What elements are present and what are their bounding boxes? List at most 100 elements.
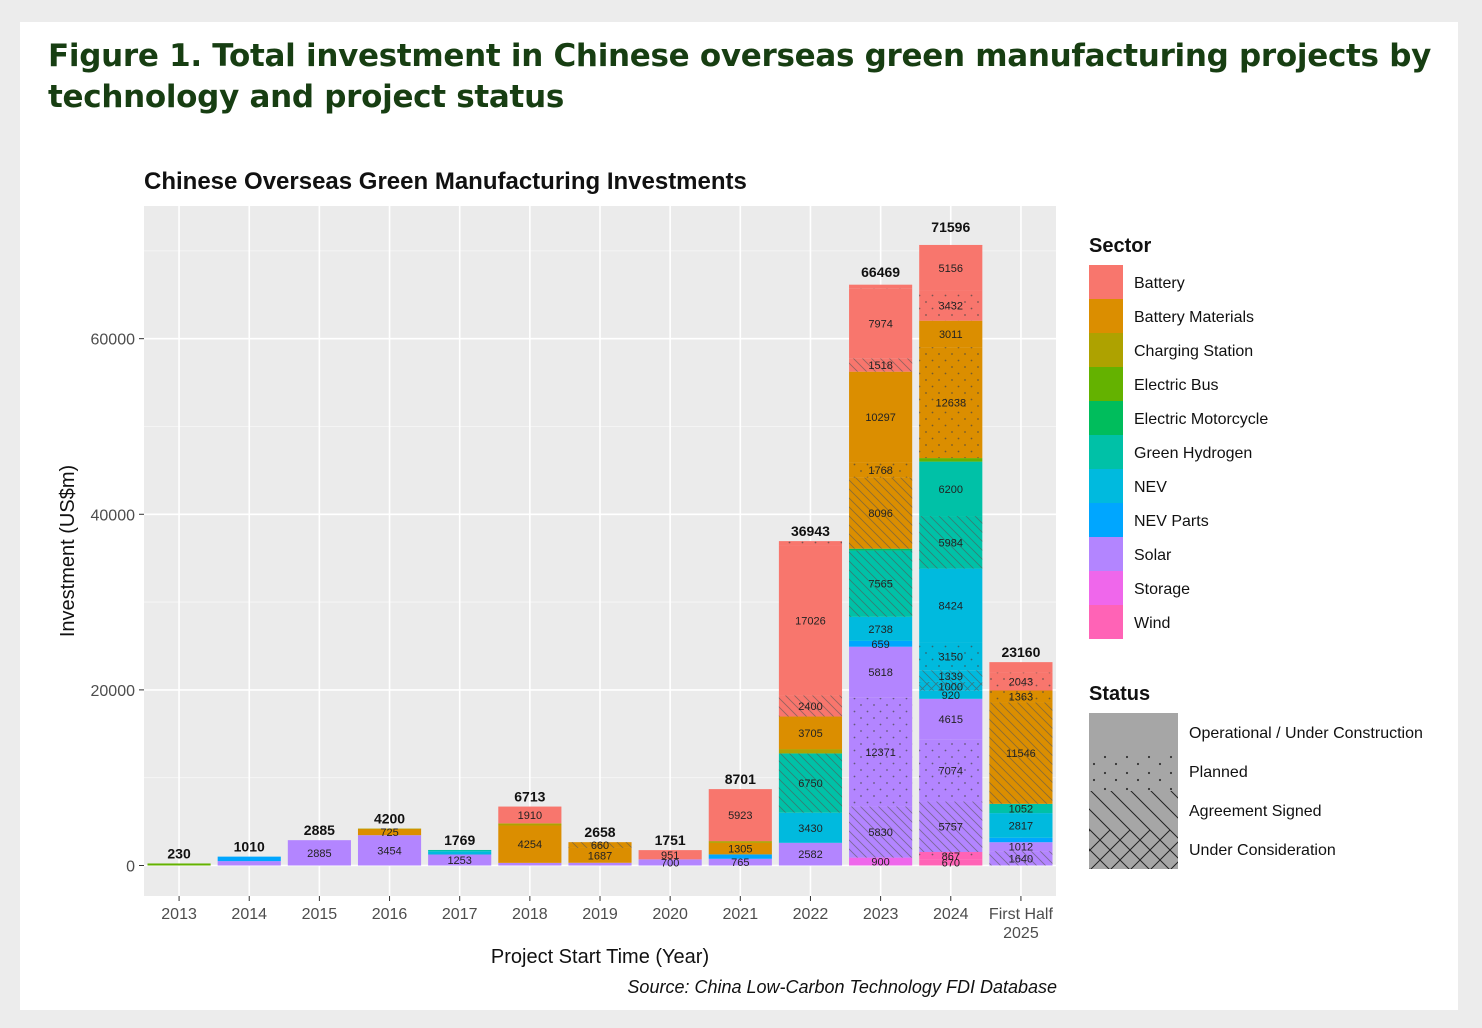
bar-segment-nev-parts xyxy=(217,856,281,862)
segment-label: 1253 xyxy=(447,855,471,867)
legend-key-battery-materials xyxy=(1089,299,1123,333)
bar-total-label: 2658 xyxy=(584,824,615,840)
segment-label: 5818 xyxy=(868,667,892,679)
legend-label-charging-station: Charging Station xyxy=(1134,343,1253,360)
bar-segment-nev xyxy=(919,690,983,699)
segment-labels: 2885 345472512534254191016876607009517651… xyxy=(307,263,1036,870)
legend-key-green-hydrogen xyxy=(1089,435,1123,469)
bars xyxy=(147,244,1053,866)
legend-label-wind: Wind xyxy=(1134,615,1170,632)
chart-title: Chinese Overseas Green Manufacturing Inv… xyxy=(144,168,747,195)
x-tick-label: 2014 xyxy=(231,906,267,923)
y-tick-label: 40000 xyxy=(91,507,136,524)
bar-segment-solar xyxy=(568,862,632,866)
bar-segment-solar xyxy=(428,854,492,866)
segment-label: 951 xyxy=(661,850,679,862)
segment-label: 1052 xyxy=(1009,803,1033,815)
bar-segment-nev-under-consideration-pattern xyxy=(919,681,983,691)
legend-label-operational-under-construction: Operational / Under Construction xyxy=(1189,725,1423,742)
x-axis: 2013 2014 2015 2016 2017 2018 2019 2020 2021 2022… xyxy=(161,896,1053,942)
segment-label: 7074 xyxy=(939,765,963,777)
segment-label: 8096 xyxy=(868,508,892,520)
bar-segment-battery-planned-pattern xyxy=(849,284,913,289)
bar-segment-battery-agreement-signed-pattern xyxy=(849,358,913,372)
x-tick-label: 2017 xyxy=(442,906,478,923)
segment-label: 1339 xyxy=(939,671,963,683)
bar-segment-nev-parts xyxy=(708,854,772,859)
segment-label: 5757 xyxy=(939,822,963,834)
segment-label: 7974 xyxy=(868,318,892,330)
bar-segment-battery xyxy=(989,662,1053,673)
bar-segment-battery-materials xyxy=(357,828,422,836)
segment-label: 2817 xyxy=(1009,820,1033,832)
segment-label: 3454 xyxy=(377,845,401,857)
bar-segment-solar xyxy=(708,858,772,866)
segment-label: 11546 xyxy=(1006,748,1036,760)
bar-total-label: 71596 xyxy=(931,219,970,235)
bar-segment-battery xyxy=(638,850,702,852)
segment-label: 1640 xyxy=(1009,853,1033,865)
bar-segment-solar xyxy=(498,862,562,866)
bar-segment-electric-bus xyxy=(919,458,983,462)
bar-segment-battery xyxy=(498,806,562,824)
x-tick-label: 2013 xyxy=(161,906,197,923)
bar-segment-solar-agreement-signed-pattern xyxy=(849,806,913,858)
x-tick-label: 2015 xyxy=(302,906,338,923)
x-tick-label: 2021 xyxy=(723,906,759,923)
total-labels: 230 1010 2885 4200 1769 6713 2658 1751 8701 36943… xyxy=(167,219,1040,862)
segment-label: 920 xyxy=(942,690,960,702)
bar-segment-green-hydrogen xyxy=(428,849,492,852)
bar-segment-battery-materials-planned-pattern xyxy=(849,462,913,478)
segment-label: 4254 xyxy=(518,839,542,851)
segment-label: 3432 xyxy=(939,301,963,313)
bar-total-label: 1010 xyxy=(234,839,265,855)
segment-label: 3011 xyxy=(939,329,963,341)
segment-label: 3150 xyxy=(939,651,963,663)
bar-segment-storage xyxy=(849,857,913,866)
legend-key-planned-pattern xyxy=(1089,752,1178,791)
segment-label: 5830 xyxy=(868,827,892,839)
bar-total-label: 8701 xyxy=(725,771,756,787)
segment-label: 2400 xyxy=(798,701,822,713)
bar-segment-green-hydrogen xyxy=(919,461,983,517)
legend-label-nev-parts: NEV Parts xyxy=(1134,513,1209,530)
legend-label-planned: Planned xyxy=(1189,764,1248,781)
legend-label-solar: Solar xyxy=(1134,547,1172,564)
bar-segment-solar-planned-pattern xyxy=(849,697,913,807)
segment-label: 3705 xyxy=(798,728,822,740)
legend-key-operational-under-construction xyxy=(1089,713,1178,752)
bar-segment-battery-agreement-signed-pattern xyxy=(778,695,843,717)
x-axis-title: Project Start Time (Year) xyxy=(491,946,709,968)
bar-total-label: 6713 xyxy=(514,789,545,805)
segment-label: 2885 xyxy=(307,848,331,860)
legend: Sector Battery Battery Materials Charging … xyxy=(1089,235,1423,869)
legend-label-green-hydrogen: Green Hydrogen xyxy=(1134,445,1252,462)
bar-segment-battery-materials xyxy=(568,847,632,863)
legend-key-nev-parts xyxy=(1089,503,1123,537)
segment-label: 6200 xyxy=(939,484,963,496)
bar-segment-solar-planned-pattern xyxy=(919,739,983,802)
legend-label-electric-bus: Electric Bus xyxy=(1134,377,1218,394)
legend-key-wind xyxy=(1089,605,1123,639)
y-axis: 0 20000 40000 60000 xyxy=(91,332,144,876)
segment-label: 12371 xyxy=(865,747,896,759)
bar-segment-green-hydrogen-agreement-signed-pattern xyxy=(778,753,843,813)
bar-segment-electric-motorcycle xyxy=(849,548,913,551)
bar-segment-wind-planned-pattern xyxy=(919,852,983,860)
bar-segment-nev-parts xyxy=(849,640,913,647)
segment-label: 725 xyxy=(380,827,398,839)
segment-label: 1305 xyxy=(728,844,752,856)
segment-label: 765 xyxy=(731,857,749,869)
bar-total-label: 1769 xyxy=(444,832,475,848)
legend-key-electric-bus xyxy=(1089,367,1123,401)
legend-key-under-consideration-pattern xyxy=(1089,830,1178,869)
legend-key-solar xyxy=(1089,537,1123,571)
segment-label: 1012 xyxy=(1009,842,1033,854)
bar-segment-charging-station xyxy=(498,823,562,826)
bar-segment-solar-agreement-signed-pattern xyxy=(989,851,1053,866)
segment-label: 7565 xyxy=(868,579,892,591)
segment-label: 1687 xyxy=(588,850,612,862)
legend-label-electric-motorcycle: Electric Motorcycle xyxy=(1134,411,1268,428)
bar-segment-nev xyxy=(919,568,983,643)
bar-total-label: 230 xyxy=(167,845,191,861)
